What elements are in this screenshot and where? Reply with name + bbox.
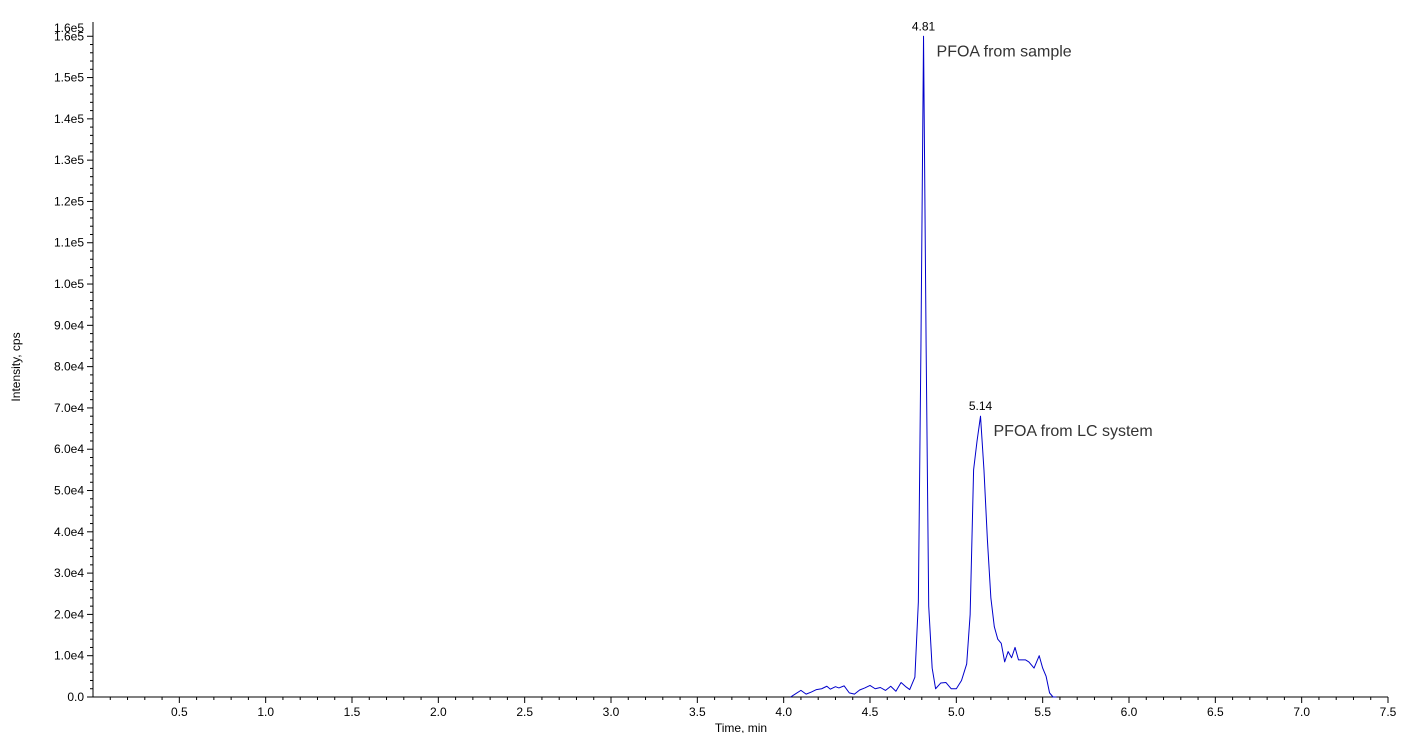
- peak-rt-label: 4.81: [912, 19, 936, 33]
- y-tick-label: 8.0e4: [54, 360, 84, 374]
- x-tick-label: 4.5: [862, 705, 879, 719]
- peak-rt-label: 5.14: [969, 399, 993, 413]
- x-axis-title: Time, min: [715, 721, 767, 733]
- x-tick-label: 5.0: [948, 705, 965, 719]
- x-tick-label: 3.5: [689, 705, 706, 719]
- series-group: [790, 35, 1057, 698]
- x-tick-label: 4.0: [775, 705, 792, 719]
- y-tick-label: 3.0e4: [54, 566, 84, 580]
- x-tick-label: 3.0: [603, 705, 620, 719]
- x-tick-label: 2.5: [516, 705, 533, 719]
- y-tick-label: 4.0e4: [54, 525, 84, 539]
- y-tick-label: 6.0e4: [54, 442, 84, 456]
- y-tick-label: 1.3e5: [54, 153, 84, 167]
- x-tick-label: 6.5: [1207, 705, 1224, 719]
- y-tick-label: 1.0e4: [54, 649, 84, 663]
- y-tick-label: 1.6e5: [54, 29, 84, 43]
- x-tick-label: 7.0: [1293, 705, 1310, 719]
- y-tick-label: 0.0: [67, 690, 84, 704]
- y-tick-label: 2.0e4: [54, 607, 84, 621]
- y-tick-label: 7.0e4: [54, 401, 84, 415]
- y-tick-label: 1.6e5: [54, 21, 84, 35]
- chromatogram-trace: [790, 35, 1057, 698]
- x-tick-label: 1.0: [257, 705, 274, 719]
- y-axis-title: Intensity, cps: [9, 332, 23, 401]
- y-tick-label: 1.0e5: [54, 277, 84, 291]
- y-tick-label: 9.0e4: [54, 318, 84, 332]
- x-tick-label: 0.5: [171, 705, 188, 719]
- peak-annotation: PFOA from LC system: [994, 423, 1153, 440]
- peak-annotation: PFOA from sample: [937, 43, 1072, 60]
- y-tick-label: 1.2e5: [54, 194, 84, 208]
- x-tick-label: 2.0: [430, 705, 447, 719]
- y-tick-label: 1.4e5: [54, 112, 84, 126]
- x-tick-label: 1.5: [344, 705, 361, 719]
- x-tick-label: 5.5: [1034, 705, 1051, 719]
- y-tick-label: 1.5e5: [54, 71, 84, 85]
- y-tick-label: 1.1e5: [54, 236, 84, 250]
- x-tick-label: 7.5: [1380, 705, 1397, 719]
- y-tick-label: 5.0e4: [54, 484, 84, 498]
- x-ticks: 0.5 1.0 1.5 2.0 2.5 3.0 3.5 4.0 4.5 5.0 5.5 6.0 6.5 7…: [109, 697, 1397, 719]
- x-tick-label: 6.0: [1121, 705, 1138, 719]
- y-ticks: 0.0 1.0e4 2.0e4 3.0e4 4.0e4 5.0e4 6.0e4 7.0e4 8.…: [54, 21, 93, 704]
